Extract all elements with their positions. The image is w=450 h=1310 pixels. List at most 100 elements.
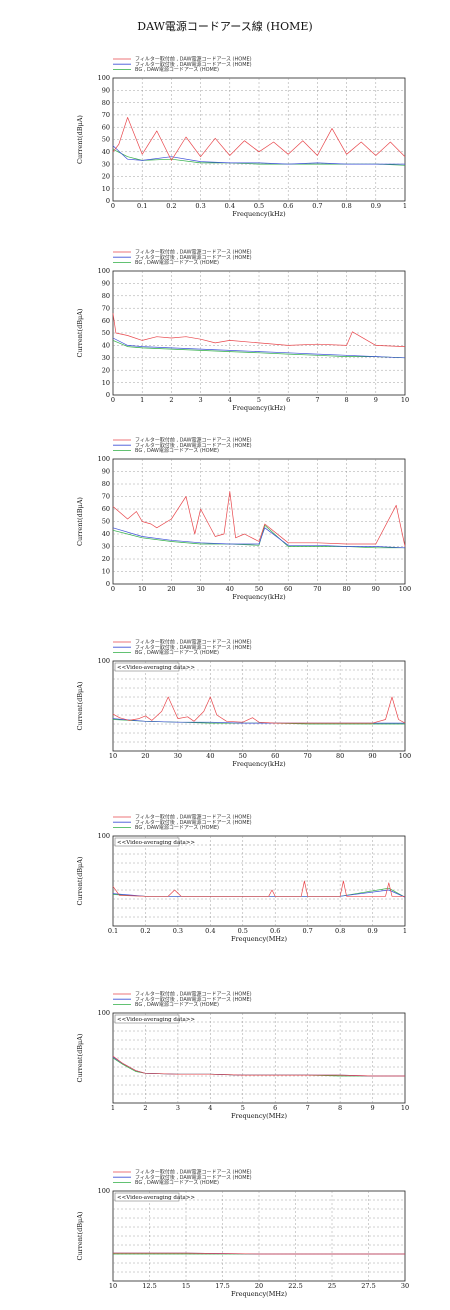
x-tick-label: 10: [401, 1104, 409, 1112]
series-line-before: [112, 1055, 405, 1077]
legend-entry: フィルター取付後 , DAW電源コードアース (HOME): [135, 996, 252, 1003]
x-axis-label: Frequency(MHz): [231, 1112, 287, 1120]
y-axis-label: Current(dBμA): [76, 856, 84, 905]
y-tick-label: 0: [106, 197, 110, 205]
chart-6: フィルター取付前 , DAW電源コードアース (HOME)フィルター取付後 , …: [76, 991, 409, 1120]
x-tick-label: 0.9: [371, 202, 381, 210]
y-axis-label: Current(dBμA): [76, 681, 84, 730]
legend-entry: フィルター取付前 , DAW電源コードアース (HOME): [135, 437, 252, 444]
legend-entry: BG , DAW電源コードアース (HOME): [135, 259, 219, 266]
x-tick-label: 27.5: [361, 1282, 375, 1290]
legend-entry: フィルター取付前 , DAW電源コードアース (HOME): [135, 639, 252, 646]
x-tick-label: 1: [403, 927, 407, 935]
x-tick-label: 9: [374, 396, 378, 404]
y-tick-label: 0: [106, 580, 110, 588]
note-box: [114, 837, 180, 847]
x-tick-label: 5: [241, 1104, 245, 1112]
legend-entry: フィルター取付後 , DAW電源コードアース (HOME): [135, 61, 252, 68]
x-tick-label: 0.6: [270, 927, 280, 935]
x-tick-label: 10: [138, 585, 146, 593]
y-tick-label: 30: [102, 543, 110, 551]
chart-1: フィルター取付前 , DAW電源コードアース (HOME)フィルター取付後 , …: [76, 56, 407, 218]
video-averaging-note: <<Video-averaging data>>: [117, 1017, 195, 1023]
x-tick-label: 22.5: [288, 1282, 302, 1290]
x-tick-label: 0.1: [137, 202, 147, 210]
y-tick-label: 70: [102, 493, 110, 501]
x-tick-label: 70: [313, 585, 321, 593]
x-tick-label: 60: [271, 752, 279, 760]
y-tick-label: 80: [102, 99, 110, 107]
series-line-before: [112, 491, 406, 547]
x-tick-label: 15: [182, 1282, 190, 1290]
legend-entry: BG , DAW電源コードアース (HOME): [135, 1001, 219, 1008]
y-tick-label: 90: [102, 280, 110, 288]
x-axis-label: Frequency(kHz): [232, 404, 286, 412]
note-box: [114, 1014, 180, 1024]
x-tick-label: 0.5: [254, 202, 264, 210]
legend-entry: フィルター取付後 , DAW電源コードアース (HOME): [135, 442, 252, 449]
legend-entry: フィルター取付後 , DAW電源コードアース (HOME): [135, 254, 252, 261]
x-tick-label: 1: [403, 202, 407, 210]
legend-entry: フィルター取付前 , DAW電源コードアース (HOME): [135, 1169, 252, 1176]
x-tick-label: 100: [399, 752, 411, 760]
legend-entry: BG , DAW電源コードアース (HOME): [135, 824, 219, 831]
x-tick-label: 8: [345, 396, 349, 404]
x-tick-label: 10: [401, 396, 409, 404]
x-tick-label: 6: [286, 396, 290, 404]
x-tick-label: 0.6: [283, 202, 293, 210]
y-tick-label: 90: [102, 468, 110, 476]
x-tick-label: 0.4: [225, 202, 235, 210]
series-line-after: [112, 527, 406, 549]
x-tick-label: 7: [315, 396, 319, 404]
chart-4: フィルター取付前 , DAW電源コードアース (HOME)フィルター取付後 , …: [76, 639, 411, 768]
x-tick-label: 2: [169, 396, 173, 404]
y-tick-label: 30: [102, 160, 110, 168]
y-axis-label: Current(dBμA): [76, 308, 84, 357]
note-box: [114, 662, 180, 672]
legend-entry: フィルター取付前 , DAW電源コードアース (HOME): [135, 991, 252, 998]
x-axis-label: Frequency(kHz): [232, 760, 286, 768]
y-axis-label: Current(dBμA): [76, 1211, 84, 1260]
y-tick-label: 90: [102, 87, 110, 95]
legend-entry: BG , DAW電源コードアース (HOME): [135, 66, 219, 73]
legend-entry: フィルター取付前 , DAW電源コードアース (HOME): [135, 814, 252, 821]
x-tick-label: 0.8: [341, 202, 351, 210]
x-tick-label: 0.1: [108, 927, 118, 935]
x-axis-label: Frequency(kHz): [232, 593, 286, 601]
note-box: [114, 1192, 180, 1202]
series-line-after: [112, 337, 406, 359]
x-tick-label: 0: [111, 396, 115, 404]
y-tick-label: 80: [102, 292, 110, 300]
x-tick-label: 4: [228, 396, 232, 404]
y-tick-label: 40: [102, 530, 110, 538]
x-axis-label: Frequency(MHz): [231, 935, 287, 943]
video-averaging-note: <<Video-averaging data>>: [117, 665, 195, 671]
y-tick-label: 30: [102, 354, 110, 362]
series-line-before: [112, 117, 406, 161]
x-tick-label: 80: [336, 752, 344, 760]
x-tick-label: 12.5: [142, 1282, 156, 1290]
y-tick-label: 20: [102, 173, 110, 181]
x-tick-label: 80: [342, 585, 350, 593]
series-line-before: [112, 313, 406, 347]
x-axis-label: Frequency(kHz): [232, 210, 286, 218]
video-averaging-note: <<Video-averaging data>>: [117, 1195, 195, 1201]
x-tick-label: 1: [140, 396, 144, 404]
y-tick-label: 20: [102, 555, 110, 563]
x-tick-label: 30: [401, 1282, 409, 1290]
series-line-before: [112, 696, 406, 724]
y-tick-label: 50: [102, 518, 110, 526]
x-tick-label: 20: [255, 1282, 263, 1290]
x-tick-label: 0.7: [302, 927, 312, 935]
legend-entry: フィルター取付前 , DAW電源コードアース (HOME): [135, 249, 252, 256]
x-tick-label: 0.5: [238, 927, 248, 935]
x-tick-label: 20: [167, 585, 175, 593]
series-line-before: [112, 880, 405, 897]
x-tick-label: 1: [111, 1104, 115, 1112]
x-tick-label: 0.2: [140, 927, 150, 935]
legend-entry: フィルター取付後 , DAW電源コードアース (HOME): [135, 819, 252, 826]
x-tick-label: 90: [368, 752, 376, 760]
legend-entry: BG , DAW電源コードアース (HOME): [135, 447, 219, 454]
chart-7: フィルター取付前 , DAW電源コードアース (HOME)フィルター取付後 , …: [76, 1169, 409, 1298]
x-tick-label: 50: [255, 585, 263, 593]
